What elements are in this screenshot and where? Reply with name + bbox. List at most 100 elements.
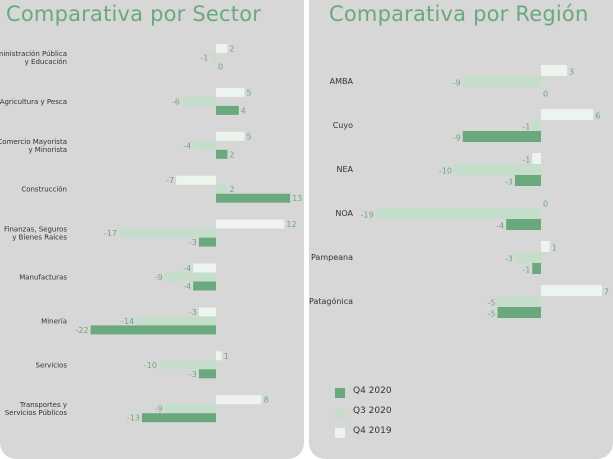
- bar-servicios-q4-2019: [216, 351, 222, 361]
- bar-pampeana-q4-2020: [532, 263, 541, 274]
- bar-amba-q3-2020: [462, 76, 541, 87]
- bar-administracion-publica-y-educacion-q3-2020: [210, 53, 216, 62]
- value-label-patagonica-q4-2020: -5: [488, 310, 496, 319]
- value-label-pampeana-q3-2020: -3: [505, 255, 513, 264]
- category-label-servicios: Servicios: [36, 361, 68, 369]
- bar-servicios-q3-2020: [159, 360, 216, 370]
- bar-amba-q4-2019: [541, 65, 568, 76]
- value-label-finanzas-seguros-y-bienes-raices-q3-2020: -17: [104, 229, 117, 238]
- region-chart-panel: Comparativa por Región 3 -9 0 AMBA 6 -1 -9 Cuyo…: [309, 0, 613, 459]
- category-label-agricultura-y-pesca: Agricultura y Pesca: [0, 98, 67, 106]
- category-label-comercio-mayorista-y-minorista: Comercio Mayorista y Minorista: [0, 138, 67, 154]
- value-label-agricultura-y-pesca-q3-2020: -6: [172, 97, 180, 106]
- bar-administracion-publica-y-educacion-q4-2019: [216, 44, 228, 53]
- bar-cuyo-q4-2020: [462, 131, 541, 142]
- value-label-nea-q4-2019: -1: [522, 156, 530, 165]
- value-label-servicios-q3-2020: -10: [144, 361, 157, 370]
- category-label-cuyo: Cuyo: [333, 121, 353, 130]
- category-label-patagonica: Patagónica: [309, 296, 353, 306]
- value-label-servicios-q4-2019: 1: [224, 352, 229, 361]
- value-label-construccion-q4-2020: 13: [292, 194, 302, 203]
- value-label-patagonica-q3-2020: -5: [488, 299, 496, 308]
- bar-noa-q4-2020: [506, 219, 541, 230]
- bar-manufacturas-q4-2019: [193, 263, 216, 273]
- bar-servicios-q4-2020: [198, 369, 216, 379]
- bar-patagonica-q4-2019: [541, 285, 602, 296]
- legend-swatch-q3-2020: [335, 408, 345, 418]
- value-label-noa-q4-2020: -4: [496, 222, 504, 231]
- legend-swatch-q4-2019: [335, 428, 345, 438]
- bar-mineria-q3-2020: [136, 316, 216, 326]
- bar-construccion-q4-2019: [176, 175, 216, 185]
- value-label-finanzas-seguros-y-bienes-raices-q4-2020: -3: [189, 238, 197, 247]
- bar-transportes-y-servicios-publicos-q3-2020: [164, 404, 216, 414]
- bar-nea-q3-2020: [454, 164, 541, 175]
- bar-manufacturas-q4-2020: [193, 281, 216, 291]
- bar-cuyo-q3-2020: [532, 120, 541, 131]
- value-label-finanzas-seguros-y-bienes-raices-q4-2019: 12: [286, 220, 296, 229]
- category-label-pampeana: Pampeana: [311, 253, 353, 262]
- category-label-construccion: Construcción: [21, 186, 67, 194]
- bar-finanzas-seguros-y-bienes-raices-q4-2020: [198, 237, 216, 247]
- value-label-agricultura-y-pesca-q4-2020: 4: [241, 106, 246, 115]
- bar-patagonica-q4-2020: [497, 307, 541, 318]
- bar-transportes-y-servicios-publicos-q4-2020: [141, 413, 216, 423]
- value-label-servicios-q4-2020: -3: [189, 370, 197, 379]
- value-label-noa-q3-2020: -19: [361, 211, 374, 220]
- category-label-mineria: Minería: [41, 317, 67, 325]
- bar-comercio-mayorista-y-minorista-q4-2019: [216, 131, 245, 141]
- region-chart-title: Comparativa por Región: [329, 2, 589, 26]
- bar-patagonica-q3-2020: [497, 296, 541, 307]
- bar-comercio-mayorista-y-minorista-q3-2020: [193, 140, 216, 150]
- legend-label-q4-2019: Q4 2019: [353, 426, 392, 436]
- value-label-administracion-publica-y-educacion-q3-2020: -1: [200, 54, 208, 63]
- bar-construccion-q4-2020: [216, 193, 291, 203]
- value-label-patagonica-q4-2019: 7: [604, 288, 609, 297]
- value-label-nea-q4-2020: -3: [505, 178, 513, 187]
- value-label-construccion-q4-2019: -7: [166, 176, 174, 185]
- bar-cuyo-q4-2019: [541, 109, 594, 120]
- value-label-administracion-publica-y-educacion-q4-2019: 2: [229, 45, 234, 54]
- value-label-cuyo-q4-2019: 6: [595, 112, 600, 121]
- category-label-manufacturas: Manufacturas: [19, 274, 67, 282]
- bar-noa-q3-2020: [375, 208, 541, 219]
- bar-mineria-q4-2020: [90, 325, 216, 335]
- bar-manufacturas-q3-2020: [164, 272, 216, 282]
- value-label-administracion-publica-y-educacion-q4-2020: 0: [218, 63, 223, 72]
- legend-label-q4-2020: Q4 2020: [353, 386, 392, 396]
- value-label-pampeana-q4-2019: 1: [552, 244, 557, 253]
- value-label-comercio-mayorista-y-minorista-q3-2020: -4: [183, 141, 191, 150]
- bar-pampeana-q4-2019: [541, 241, 550, 252]
- category-label-amba: AMBA: [330, 77, 354, 86]
- value-label-amba-q4-2020: 0: [543, 90, 548, 99]
- bar-comercio-mayorista-y-minorista-q4-2020: [216, 149, 228, 159]
- value-label-pampeana-q4-2020: -1: [522, 266, 530, 275]
- legend-swatch-q4-2020: [335, 388, 345, 398]
- value-label-construccion-q3-2020: 2: [229, 185, 234, 194]
- legend-label-q3-2020: Q3 2020: [353, 406, 392, 416]
- value-label-transportes-y-servicios-publicos-q3-2020: -9: [155, 405, 163, 414]
- value-label-amba-q3-2020: -9: [453, 79, 461, 88]
- bar-nea-q4-2019: [532, 153, 541, 164]
- value-label-mineria-q3-2020: -14: [121, 317, 134, 326]
- value-label-manufacturas-q3-2020: -9: [155, 273, 163, 282]
- value-label-cuyo-q4-2020: -9: [453, 134, 461, 143]
- bar-mineria-q4-2019: [198, 307, 216, 317]
- value-label-mineria-q4-2020: -22: [76, 326, 89, 335]
- bar-construccion-q3-2020: [216, 184, 228, 194]
- value-label-cuyo-q3-2020: -1: [522, 123, 530, 132]
- value-label-agricultura-y-pesca-q4-2019: 5: [247, 88, 252, 97]
- category-label-noa: NOA: [335, 209, 353, 218]
- bar-finanzas-seguros-y-bienes-raices-q4-2019: [216, 219, 285, 229]
- value-label-mineria-q4-2019: -3: [189, 308, 197, 317]
- value-label-noa-q4-2019: 0: [543, 200, 548, 209]
- category-label-nea: NEA: [336, 165, 353, 174]
- value-label-comercio-mayorista-y-minorista-q4-2019: 5: [247, 132, 252, 141]
- value-label-transportes-y-servicios-publicos-q4-2019: 8: [264, 396, 269, 405]
- sector-chart-panel: Comparativa por Sector 2-10Administració…: [0, 0, 304, 459]
- value-label-manufacturas-q4-2020: -4: [183, 282, 191, 291]
- sector-chart-title: Comparativa por Sector: [6, 2, 262, 26]
- value-label-transportes-y-servicios-publicos-q4-2020: -13: [127, 414, 140, 423]
